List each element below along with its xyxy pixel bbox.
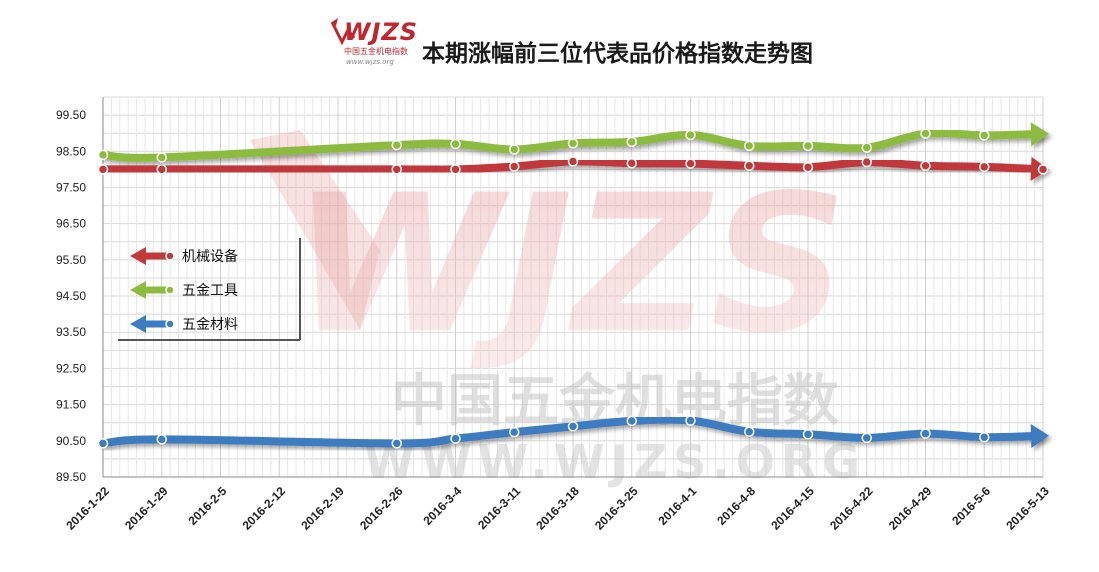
x-tick-label: 2016-1-29 bbox=[122, 484, 171, 533]
series-point bbox=[391, 164, 402, 175]
series-point bbox=[567, 421, 579, 432]
series-point bbox=[861, 142, 872, 153]
watermark-logo: WJZS bbox=[293, 154, 848, 375]
series-point bbox=[450, 164, 461, 175]
series-point bbox=[802, 161, 814, 173]
series-2 bbox=[97, 415, 1049, 449]
series-point bbox=[861, 156, 872, 168]
x-tick-label: 2016-2-5 bbox=[186, 484, 230, 528]
y-tick-label: 93.50 bbox=[56, 325, 86, 339]
legend-arrow-icon bbox=[130, 247, 146, 265]
series-point bbox=[979, 130, 990, 141]
watermark-url: WWW.WJZS.ORG bbox=[364, 435, 866, 489]
x-tick-label: 2016-5-13 bbox=[1003, 484, 1052, 533]
series-point bbox=[156, 164, 167, 175]
series-point bbox=[920, 160, 931, 172]
series-point bbox=[685, 158, 696, 169]
legend-item-2: 五金材料 bbox=[130, 315, 238, 333]
series-point bbox=[567, 138, 579, 149]
series-point bbox=[626, 157, 637, 169]
series-point bbox=[744, 426, 755, 438]
y-tick-label: 96.50 bbox=[56, 217, 86, 231]
series-layer bbox=[97, 122, 1049, 449]
legend-arrow-icon bbox=[130, 315, 146, 333]
legend-label: 机械设备 bbox=[182, 248, 238, 265]
series-point bbox=[861, 432, 872, 444]
series-point bbox=[744, 160, 755, 172]
series-point bbox=[450, 433, 461, 444]
x-tick-label: 2016-5-6 bbox=[949, 484, 993, 528]
x-tick-label: 2016-1-22 bbox=[63, 484, 112, 533]
series-point bbox=[744, 140, 755, 152]
series-point bbox=[626, 415, 637, 427]
series-point bbox=[685, 129, 696, 141]
logo-arrow-icon bbox=[330, 18, 356, 46]
series-point bbox=[509, 144, 520, 155]
legend-marker bbox=[165, 285, 175, 295]
logo-text: WJZS bbox=[344, 18, 419, 46]
series-point bbox=[156, 434, 167, 445]
x-tick-label: 2016-3-25 bbox=[592, 484, 641, 533]
y-tick-label: 91.50 bbox=[56, 398, 86, 412]
series-arrow-icon bbox=[1030, 424, 1049, 449]
x-tick-label: 2016-4-8 bbox=[714, 484, 758, 528]
series-point bbox=[1037, 164, 1049, 175]
x-tick-label: 2016-3-18 bbox=[533, 484, 582, 533]
series-point bbox=[920, 428, 931, 439]
series-point bbox=[685, 415, 696, 426]
y-tick-label: 98.50 bbox=[56, 144, 86, 158]
y-tick-label: 97.50 bbox=[56, 180, 86, 194]
legend-item-0: 机械设备 bbox=[130, 247, 238, 265]
series-point bbox=[920, 128, 931, 139]
y-tick-label: 95.50 bbox=[56, 253, 86, 267]
legend-item-1: 五金工具 bbox=[130, 281, 238, 299]
series-point bbox=[509, 161, 520, 172]
series-point bbox=[567, 156, 579, 167]
y-tick-label: 99.50 bbox=[56, 108, 86, 122]
series-point bbox=[979, 161, 990, 173]
y-tick-label: 90.50 bbox=[56, 434, 86, 448]
legend-marker bbox=[165, 251, 175, 261]
y-tick-label: 89.50 bbox=[56, 470, 86, 484]
series-point bbox=[979, 431, 990, 443]
y-tick-label: 92.50 bbox=[56, 361, 86, 375]
legend-arrow-icon bbox=[130, 281, 146, 299]
series-point bbox=[391, 139, 402, 151]
x-tick-label: 2016-4-1 bbox=[656, 484, 700, 528]
series-point bbox=[626, 136, 637, 148]
series-point bbox=[97, 164, 109, 175]
series-point bbox=[450, 138, 461, 150]
logo: WJZS 中国五金机电指数 www.wjzs.org bbox=[330, 16, 419, 72]
series-0 bbox=[97, 156, 1049, 181]
x-tick-label: 2016-2-26 bbox=[357, 484, 406, 533]
series-point bbox=[802, 140, 814, 152]
series-point bbox=[802, 429, 814, 440]
logo-subtitle: 中国五金机电指数 bbox=[344, 47, 408, 56]
x-tick-label: 2016-2-12 bbox=[240, 484, 289, 533]
legend-label: 五金工具 bbox=[182, 283, 238, 299]
logo-url: www.wjzs.org bbox=[346, 58, 394, 66]
series-point bbox=[509, 426, 520, 438]
y-tick-label: 94.50 bbox=[56, 289, 86, 303]
legend-label: 五金材料 bbox=[182, 317, 238, 333]
legend-marker bbox=[165, 319, 175, 329]
chart-header: WJZS 中国五金机电指数 www.wjzs.org 本期涨幅前三位代表品价格指… bbox=[330, 14, 930, 74]
series-point bbox=[156, 152, 167, 163]
series-point bbox=[97, 438, 109, 449]
x-tick-label: 2016-3-11 bbox=[475, 484, 523, 532]
watermark-arrow-icon bbox=[250, 130, 380, 330]
x-tick-label: 2016-4-15 bbox=[768, 484, 817, 533]
series-point bbox=[391, 438, 402, 449]
chart-title: 本期涨幅前三位代表品价格指数走势图 bbox=[422, 40, 813, 67]
x-tick-label: 2016-4-29 bbox=[886, 484, 935, 533]
series-point bbox=[97, 149, 109, 161]
x-tick-label: 2016-2-19 bbox=[298, 484, 347, 533]
x-tick-label: 2016-3-4 bbox=[421, 484, 465, 528]
series-arrow-icon bbox=[1030, 122, 1049, 147]
x-tick-label: 2016-4-22 bbox=[827, 484, 876, 533]
series-1 bbox=[97, 122, 1049, 163]
